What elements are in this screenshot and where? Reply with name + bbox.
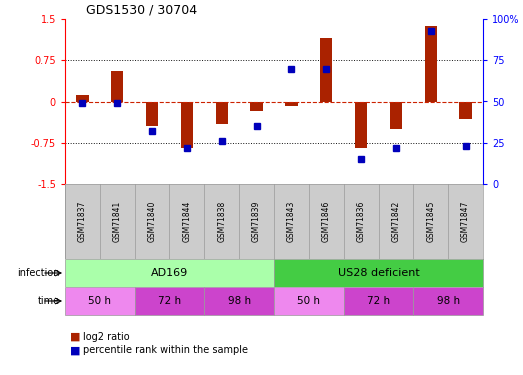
Text: percentile rank within the sample: percentile rank within the sample	[83, 345, 248, 355]
Bar	[355, 102, 367, 148]
Text: log2 ratio: log2 ratio	[83, 332, 130, 342]
Bar	[286, 102, 298, 106]
Text: GSM71837: GSM71837	[78, 201, 87, 242]
Text: 50 h: 50 h	[88, 296, 111, 306]
Bar	[204, 287, 274, 315]
Text: 98 h: 98 h	[228, 296, 251, 306]
Text: GSM71841: GSM71841	[113, 201, 122, 242]
Text: time: time	[38, 296, 60, 306]
Bar	[413, 287, 483, 315]
Text: GDS1530 / 30704: GDS1530 / 30704	[86, 3, 197, 16]
Text: 50 h: 50 h	[298, 296, 320, 306]
Bar	[344, 287, 413, 315]
Bar	[215, 102, 228, 123]
Bar	[274, 259, 483, 287]
Text: GSM71840: GSM71840	[147, 201, 156, 242]
Text: AD169: AD169	[151, 268, 188, 278]
Text: 72 h: 72 h	[158, 296, 181, 306]
Text: GSM71836: GSM71836	[357, 201, 366, 242]
Text: GSM71845: GSM71845	[426, 201, 435, 242]
Text: GSM71844: GSM71844	[183, 201, 191, 242]
Bar	[425, 26, 437, 102]
Text: infection: infection	[17, 268, 60, 278]
Bar	[181, 102, 193, 148]
Bar	[390, 102, 402, 129]
Bar	[460, 102, 472, 119]
Text: GSM71843: GSM71843	[287, 201, 296, 242]
Bar	[146, 102, 158, 126]
Text: US28 deficient: US28 deficient	[338, 268, 419, 278]
Text: ■: ■	[70, 345, 81, 355]
Bar	[251, 102, 263, 111]
Text: GSM71846: GSM71846	[322, 201, 331, 242]
Text: GSM71839: GSM71839	[252, 201, 261, 242]
Text: GSM71842: GSM71842	[391, 201, 401, 242]
Bar	[65, 287, 134, 315]
Text: GSM71838: GSM71838	[217, 201, 226, 242]
Bar	[320, 38, 332, 102]
Bar	[65, 259, 274, 287]
Bar	[76, 95, 88, 102]
Text: 72 h: 72 h	[367, 296, 390, 306]
Text: GSM71847: GSM71847	[461, 201, 470, 242]
Text: ■: ■	[70, 332, 81, 342]
Bar	[134, 287, 204, 315]
Bar	[111, 71, 123, 102]
Bar	[274, 287, 344, 315]
Text: 98 h: 98 h	[437, 296, 460, 306]
